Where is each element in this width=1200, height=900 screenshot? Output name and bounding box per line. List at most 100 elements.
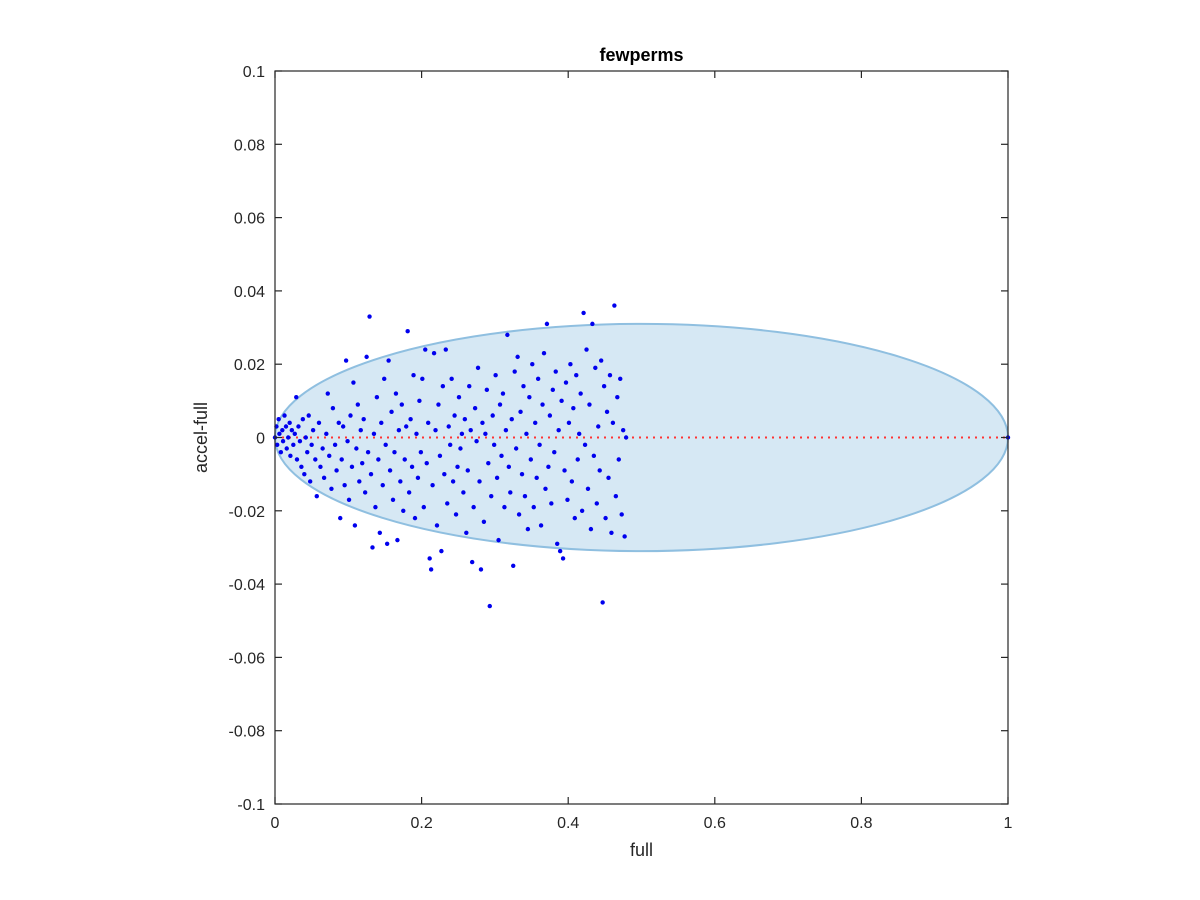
- data-point: [280, 438, 286, 444]
- data-point: [277, 431, 282, 437]
- data-point: [276, 416, 281, 422]
- data-point: [612, 303, 617, 308]
- y-tick-label: -0.08: [229, 724, 266, 741]
- data-point: [346, 497, 352, 503]
- data-point: [327, 453, 332, 459]
- data-point: [512, 369, 517, 374]
- data-point: [559, 398, 564, 404]
- data-point: [481, 519, 487, 524]
- data-point: [430, 482, 435, 488]
- data-point: [368, 471, 374, 477]
- data-points: [272, 303, 1011, 609]
- data-point: [578, 391, 583, 396]
- data-point: [332, 442, 338, 448]
- data-point: [421, 504, 426, 510]
- data-point: [367, 314, 372, 319]
- data-point: [336, 420, 341, 426]
- data-point: [280, 427, 285, 433]
- data-point: [439, 548, 444, 554]
- data-point: [519, 471, 525, 477]
- data-point: [506, 464, 512, 470]
- data-point: [607, 372, 613, 378]
- data-point: [393, 391, 399, 396]
- data-point: [528, 457, 534, 462]
- data-point: [562, 468, 567, 473]
- data-point: [396, 427, 402, 433]
- data-point: [297, 438, 303, 444]
- data-point: [555, 541, 560, 546]
- data-point: [503, 427, 509, 433]
- data-point: [533, 420, 538, 426]
- data-point: [606, 475, 611, 481]
- data-point: [418, 449, 424, 455]
- data-point: [588, 526, 594, 532]
- data-point: [465, 468, 470, 473]
- data-point: [339, 457, 344, 462]
- data-point: [566, 420, 572, 426]
- data-point: [361, 416, 366, 422]
- data-point: [574, 372, 579, 378]
- data-point: [508, 490, 513, 495]
- data-point: [556, 427, 561, 433]
- data-point: [436, 402, 441, 407]
- data-point: [278, 449, 284, 455]
- data-point: [453, 512, 459, 517]
- data-point: [491, 442, 497, 448]
- data-point: [324, 431, 329, 437]
- y-tick-label: -0.02: [229, 504, 266, 521]
- data-point: [428, 567, 434, 572]
- data-point: [493, 372, 498, 378]
- data-point: [399, 402, 405, 407]
- x-axis-ticks: 0 0.2 0.4 0.6 0.8 1: [271, 71, 1013, 832]
- data-point: [285, 435, 291, 440]
- data-point: [535, 376, 541, 382]
- data-point: [527, 394, 532, 400]
- data-point: [499, 453, 504, 459]
- y-tick-label: -0.06: [229, 650, 266, 667]
- data-point: [384, 541, 390, 546]
- data-point: [582, 442, 588, 448]
- data-point: [423, 347, 428, 352]
- data-point: [509, 416, 514, 422]
- data-point: [541, 351, 547, 356]
- x-tick-label: 0.4: [557, 815, 579, 832]
- data-point: [374, 394, 380, 400]
- data-point: [502, 504, 507, 510]
- y-tick-label: -0.1: [237, 797, 265, 814]
- data-point: [490, 413, 495, 418]
- data-point: [314, 493, 319, 499]
- data-point: [417, 398, 422, 404]
- data-point: [390, 497, 396, 503]
- data-point: [377, 530, 383, 535]
- data-point: [445, 501, 450, 506]
- y-tick-label: 0: [256, 431, 265, 448]
- data-point: [511, 563, 516, 568]
- data-point: [329, 486, 334, 492]
- data-point: [600, 600, 605, 605]
- data-point: [505, 332, 510, 338]
- data-point: [303, 435, 308, 440]
- y-axis-label: accel-full: [191, 402, 211, 473]
- chart-title: fewperms: [599, 45, 683, 65]
- x-tick-label: 0.6: [704, 815, 726, 832]
- data-point: [342, 482, 347, 488]
- data-point: [343, 358, 349, 363]
- data-point: [516, 512, 522, 517]
- data-point: [598, 358, 604, 363]
- data-point: [345, 438, 350, 444]
- data-point: [420, 376, 425, 382]
- data-point: [321, 475, 327, 481]
- data-point: [579, 508, 585, 513]
- data-point: [474, 438, 479, 444]
- data-point: [401, 508, 406, 513]
- data-point: [483, 431, 488, 437]
- data-point: [365, 449, 371, 455]
- data-point: [537, 442, 542, 448]
- data-point: [357, 479, 362, 484]
- data-point: [553, 369, 558, 374]
- data-point: [383, 442, 388, 448]
- y-tick-label: 0.02: [234, 357, 265, 374]
- data-point: [412, 515, 418, 521]
- data-point: [402, 457, 407, 462]
